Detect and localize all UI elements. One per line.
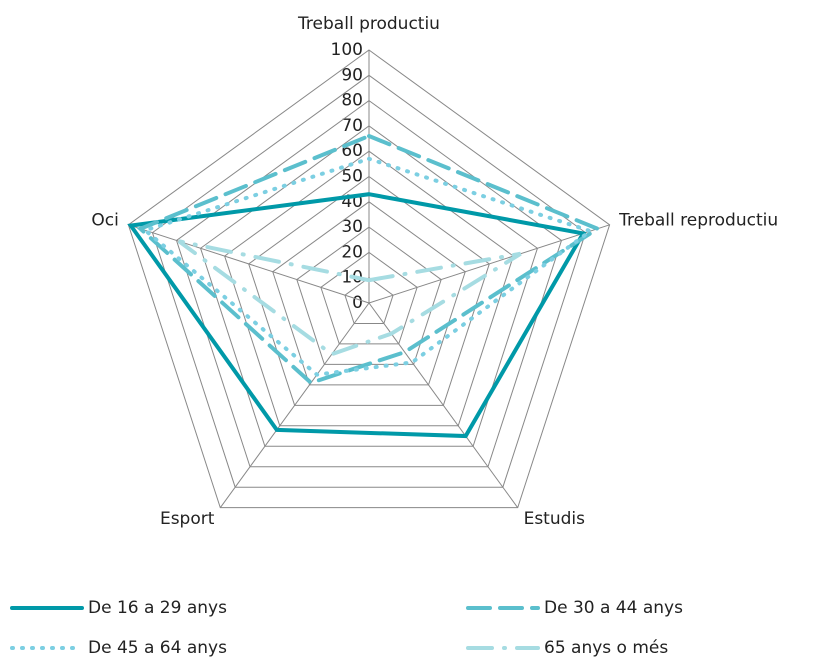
legend-label: De 45 a 64 anys — [88, 638, 227, 658]
axis-label: Estudis — [524, 509, 586, 529]
tick-label: 90 — [341, 65, 363, 85]
series-line — [136, 133, 602, 386]
tick-label: 80 — [341, 91, 363, 111]
spoke — [219, 302, 370, 508]
grid-ring — [127, 49, 611, 509]
grid-ring — [248, 175, 490, 406]
tick-label: 50 — [341, 167, 363, 187]
tick-label: 20 — [341, 242, 363, 262]
spoke — [128, 224, 370, 304]
tick-label: 100 — [331, 40, 363, 60]
tick-label: 30 — [341, 217, 363, 237]
axis-label: Esport — [160, 509, 215, 529]
tick-label: 70 — [341, 116, 363, 136]
axis-label: Treball productiu — [297, 14, 440, 34]
grid-ring — [272, 201, 466, 386]
legend-label: De 16 a 29 anys — [88, 598, 227, 618]
legend-label: De 30 a 44 anys — [544, 598, 683, 618]
axis-label: Oci — [91, 210, 118, 230]
grid-ring — [344, 277, 394, 324]
axis-label: Treball reproductiu — [618, 210, 778, 230]
grid-ring — [224, 150, 514, 427]
grid-ring — [199, 125, 539, 447]
grid-ring — [320, 251, 418, 345]
series-line — [141, 156, 595, 377]
spoke — [368, 302, 519, 508]
tick-label: 0 — [352, 293, 363, 313]
series-line — [177, 239, 522, 357]
grid-ring — [151, 74, 587, 488]
legend-label: 65 anys o més — [544, 638, 668, 658]
spoke — [368, 224, 610, 304]
